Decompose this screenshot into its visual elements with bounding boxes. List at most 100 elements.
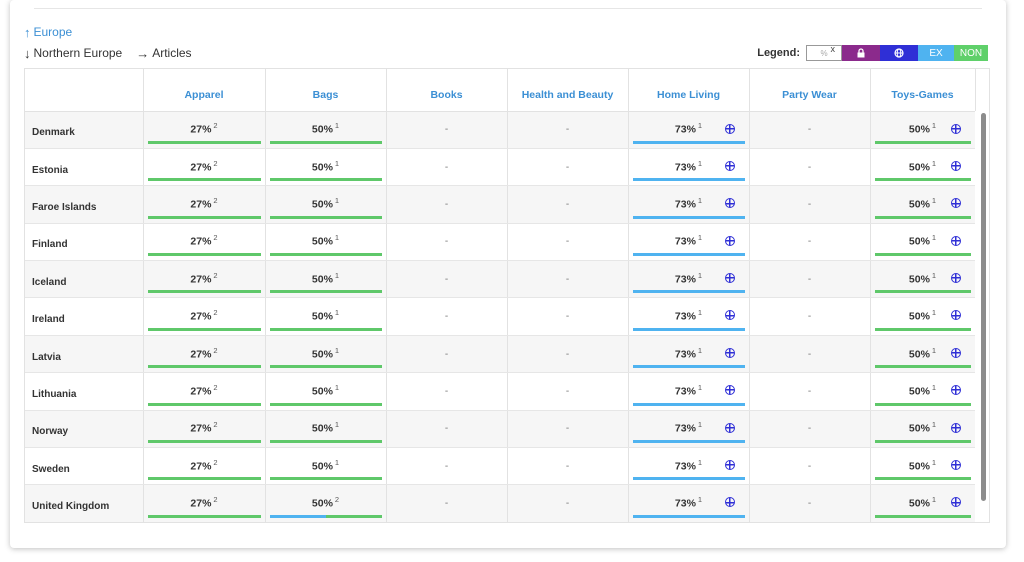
table-cell[interactable]: 73% 1 — [628, 111, 750, 149]
table-cell[interactable]: 50% 1 — [265, 260, 387, 299]
table-cell[interactable]: - — [386, 111, 508, 149]
table-cell[interactable]: 73% 1 — [628, 297, 750, 336]
table-cell[interactable]: - — [507, 260, 629, 299]
column-header[interactable]: Books — [386, 69, 508, 112]
table-cell[interactable]: 27% 2 — [143, 260, 266, 299]
row-country[interactable]: Estonia — [25, 148, 144, 187]
table-cell[interactable]: 73% 1 — [628, 260, 750, 299]
table-cell[interactable]: 27% 2 — [143, 148, 266, 187]
table-cell[interactable]: 73% 1 — [628, 410, 750, 449]
table-cell[interactable]: - — [749, 148, 871, 187]
table-cell[interactable]: - — [386, 297, 508, 336]
table-cell[interactable]: 50% 1 — [870, 335, 976, 374]
table-cell[interactable]: - — [386, 484, 508, 522]
row-country[interactable]: United Kingdom — [25, 484, 144, 522]
table-cell[interactable]: 73% 1 — [628, 447, 750, 486]
scrollbar-thumb[interactable] — [981, 113, 986, 501]
table-cell[interactable]: - — [386, 335, 508, 374]
table-cell[interactable]: 27% 2 — [143, 297, 266, 336]
row-country[interactable]: Finland — [25, 223, 144, 262]
table-cell[interactable]: 50% 1 — [870, 410, 976, 449]
table-cell[interactable]: - — [507, 223, 629, 262]
table-cell[interactable]: - — [386, 148, 508, 187]
breadcrumb-up-link[interactable]: ↑ Europe — [24, 25, 72, 39]
table-cell[interactable]: - — [507, 447, 629, 486]
table-cell[interactable]: 50% 1 — [870, 148, 976, 187]
table-cell[interactable]: 73% 1 — [628, 372, 750, 411]
table-cell[interactable]: - — [749, 484, 871, 522]
table-cell[interactable]: - — [507, 297, 629, 336]
table-cell[interactable]: 27% 2 — [143, 185, 266, 224]
table-cell[interactable]: 50% 1 — [870, 447, 976, 486]
table-cell[interactable]: - — [749, 410, 871, 449]
row-country[interactable]: Ireland — [25, 297, 144, 336]
row-country[interactable]: Latvia — [25, 335, 144, 374]
table-cell[interactable]: - — [749, 111, 871, 149]
table-cell[interactable]: - — [749, 447, 871, 486]
table-cell[interactable]: - — [386, 260, 508, 299]
column-header[interactable]: Party Wear — [749, 69, 871, 112]
table-cell[interactable]: 50% 1 — [265, 372, 387, 411]
table-cell[interactable]: 50% 1 — [870, 111, 976, 149]
table-cell[interactable]: 50% 1 — [870, 260, 976, 299]
table-cell[interactable]: - — [749, 185, 871, 224]
table-cell[interactable]: 27% 2 — [143, 335, 266, 374]
table-cell[interactable]: - — [749, 335, 871, 374]
table-cell[interactable]: 50% 2 — [265, 484, 387, 522]
table-cell[interactable]: 50% 1 — [265, 148, 387, 187]
table-cell[interactable]: 50% 1 — [265, 297, 387, 336]
table-cell[interactable]: - — [386, 410, 508, 449]
table-cell[interactable]: 50% 1 — [870, 223, 976, 262]
table-cell[interactable]: 73% 1 — [628, 185, 750, 224]
table-cell[interactable]: - — [507, 372, 629, 411]
row-country[interactable]: Iceland — [25, 260, 144, 299]
table-cell[interactable]: - — [749, 260, 871, 299]
table-cell[interactable]: 27% 2 — [143, 223, 266, 262]
row-country[interactable]: Lithuania — [25, 372, 144, 411]
table-cell[interactable]: 73% 1 — [628, 148, 750, 187]
table-cell[interactable]: 73% 1 — [628, 335, 750, 374]
table-cell[interactable]: 27% 2 — [143, 372, 266, 411]
table-cell[interactable]: 50% 1 — [265, 335, 387, 374]
column-header[interactable]: Health and Beauty — [507, 69, 629, 112]
table-cell[interactable]: 27% 2 — [143, 447, 266, 486]
table-cell[interactable]: - — [386, 223, 508, 262]
table-cell[interactable]: - — [749, 372, 871, 411]
table-cell[interactable]: 73% 1 — [628, 223, 750, 262]
table-cell[interactable]: - — [507, 484, 629, 522]
table-cell[interactable]: 50% 1 — [870, 185, 976, 224]
table-cell[interactable]: 73% 1 — [628, 484, 750, 522]
row-country[interactable]: Norway — [25, 410, 144, 449]
table-cell[interactable]: 50% 1 — [265, 223, 387, 262]
table-cell[interactable]: - — [507, 111, 629, 149]
table-cell[interactable]: - — [507, 410, 629, 449]
table-cell[interactable]: - — [507, 335, 629, 374]
row-country[interactable]: Sweden — [25, 447, 144, 486]
table-cell[interactable]: - — [386, 372, 508, 411]
column-header[interactable]: Bags — [265, 69, 387, 112]
table-cell[interactable]: 50% 1 — [265, 111, 387, 149]
table-cell[interactable]: 27% 2 — [143, 410, 266, 449]
table-cell[interactable]: 27% 2 — [143, 484, 266, 522]
table-cell[interactable]: 50% 1 — [870, 484, 976, 522]
table-cell[interactable]: - — [386, 185, 508, 224]
table-cell[interactable]: - — [507, 185, 629, 224]
table-cell[interactable]: 50% 1 — [870, 297, 976, 336]
row-country[interactable]: Faroe Islands — [25, 185, 144, 224]
table-cell[interactable]: 50% 1 — [265, 185, 387, 224]
column-header[interactable]: Apparel — [143, 69, 266, 112]
table-cell[interactable]: - — [386, 447, 508, 486]
table-cell[interactable]: - — [749, 297, 871, 336]
breadcrumb-current[interactable]: ↓ Northern Europe — [24, 46, 122, 60]
table-cell[interactable]: 27% 2 — [143, 111, 266, 149]
table-cell[interactable]: 50% 1 — [870, 372, 976, 411]
breadcrumb-next-link[interactable]: → Articles — [136, 46, 191, 60]
row-country[interactable]: Denmark — [25, 111, 144, 149]
column-header[interactable]: Home Living — [628, 69, 750, 112]
cell-superscript: 1 — [931, 270, 937, 280]
table-cell[interactable]: 50% 1 — [265, 410, 387, 449]
table-cell[interactable]: 50% 1 — [265, 447, 387, 486]
table-cell[interactable]: - — [749, 223, 871, 262]
column-header[interactable]: Toys-Games — [870, 69, 976, 112]
table-cell[interactable]: - — [507, 148, 629, 187]
